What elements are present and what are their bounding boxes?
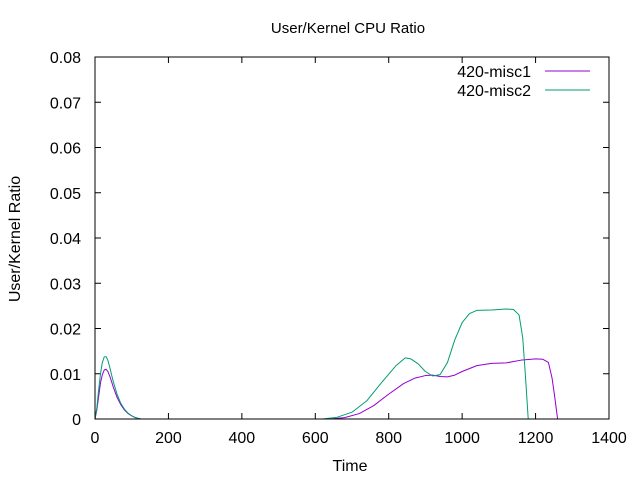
x-axis-title: Time <box>333 458 368 475</box>
x-tick-label: 400 <box>229 430 256 447</box>
y-tick-label: 0.08 <box>50 50 81 67</box>
axis-ticks: 0 200 400 600 800 1000 1200 1400 0 0.01 0.02 0.03 0.… <box>50 50 627 447</box>
series-lines <box>94 308 559 420</box>
plot-frame <box>94 56 610 420</box>
chart-title: User/Kernel CPU Ratio <box>271 20 425 37</box>
x-tick-label: 1400 <box>591 430 627 447</box>
legend-label-420-misc1: 420-misc1 <box>457 64 531 81</box>
series-line-420-misc1 <box>94 358 559 420</box>
x-tick-label: 600 <box>302 430 329 447</box>
y-tick-label: 0.07 <box>50 95 81 112</box>
x-tick-label: 1200 <box>518 430 554 447</box>
x-tick-label: 0 <box>91 430 100 447</box>
y-tick-label: 0.01 <box>50 367 81 384</box>
y-tick-label: 0 <box>72 412 81 429</box>
x-tick-label: 200 <box>155 430 182 447</box>
x-tick-label: 1000 <box>444 430 480 447</box>
legend: 420-misc1 420-misc2 <box>457 64 590 100</box>
legend-label-420-misc2: 420-misc2 <box>457 83 531 100</box>
x-tick-label: 800 <box>375 430 402 447</box>
y-tick-label: 0.04 <box>50 231 81 248</box>
y-tick-label: 0.02 <box>50 322 81 339</box>
series-line-420-misc2 <box>94 308 529 420</box>
y-tick-label: 0.06 <box>50 141 81 158</box>
y-tick-label: 0.03 <box>50 276 81 293</box>
y-axis-title: User/Kernel Ratio <box>7 176 24 302</box>
y-tick-label: 0.05 <box>50 186 81 203</box>
